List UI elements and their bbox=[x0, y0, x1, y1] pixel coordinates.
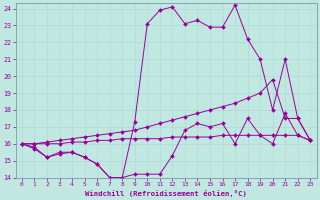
X-axis label: Windchill (Refroidissement éolien,°C): Windchill (Refroidissement éolien,°C) bbox=[85, 190, 247, 197]
